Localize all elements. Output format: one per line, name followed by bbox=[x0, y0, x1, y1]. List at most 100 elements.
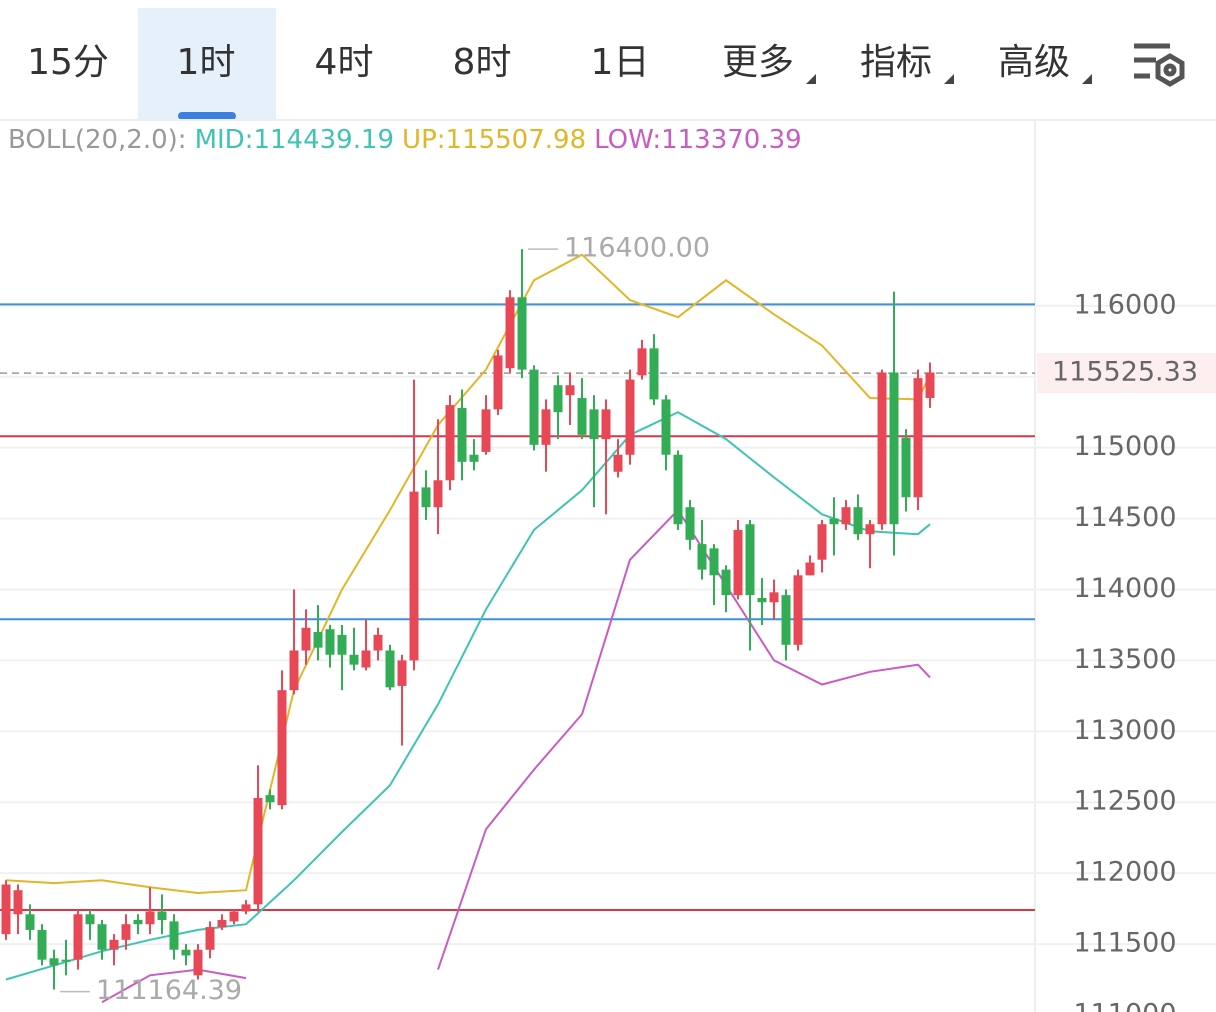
y-tick-label: 111500 bbox=[1073, 928, 1176, 959]
candle-body bbox=[577, 398, 587, 435]
candle-body bbox=[781, 595, 791, 645]
candle-body bbox=[1, 884, 11, 935]
dropdown-arrow bbox=[806, 74, 816, 84]
candle-body bbox=[505, 297, 515, 369]
y-tick-label: 113500 bbox=[1073, 644, 1176, 675]
candle-body bbox=[301, 627, 311, 651]
candle-body bbox=[889, 372, 899, 525]
current-price-box bbox=[1037, 353, 1216, 394]
candle-body bbox=[673, 454, 683, 525]
y-tick-label: 113000 bbox=[1073, 715, 1176, 746]
candle-body bbox=[133, 919, 143, 925]
candle-body bbox=[481, 409, 491, 452]
candle-body bbox=[829, 518, 839, 525]
indicator-legend: BOLL(20,2.0): MID:114439.19 UP:115507.98 LO… bbox=[8, 125, 802, 155]
candle-body bbox=[769, 592, 779, 603]
candle-body bbox=[877, 372, 887, 525]
candle-body bbox=[313, 632, 323, 648]
tab[interactable]: 8时 bbox=[453, 42, 512, 83]
candle-body bbox=[721, 569, 731, 596]
candle-body bbox=[901, 437, 911, 498]
candle-body bbox=[217, 919, 227, 928]
y-tick-label: 114000 bbox=[1073, 573, 1176, 604]
candle-body bbox=[421, 487, 431, 508]
candle-body bbox=[61, 959, 71, 962]
tab[interactable]: 高级 bbox=[998, 42, 1070, 83]
candle-body bbox=[817, 524, 827, 560]
y-tick-label: 111000 bbox=[1073, 999, 1176, 1012]
candle-body bbox=[265, 795, 275, 803]
plot-area bbox=[0, 249, 1035, 1004]
candle-body bbox=[241, 904, 251, 912]
annotation-label: 116400.00 bbox=[564, 233, 710, 264]
candle-body bbox=[613, 454, 623, 472]
candle-body bbox=[601, 409, 611, 440]
candle-body bbox=[181, 949, 191, 956]
candle-body bbox=[493, 355, 503, 410]
candle-body bbox=[637, 348, 647, 376]
indicator-name: BOLL(20,2.0): bbox=[8, 125, 187, 155]
tab-underline bbox=[178, 112, 236, 120]
candle-body bbox=[757, 597, 767, 603]
y-tick-label: 116000 bbox=[1073, 289, 1176, 320]
tab[interactable]: 1时 bbox=[177, 42, 236, 83]
candle-body bbox=[517, 297, 527, 370]
candle-body bbox=[685, 507, 695, 540]
candle-body bbox=[373, 634, 383, 651]
candle-body bbox=[397, 660, 407, 686]
candle-body bbox=[745, 524, 755, 596]
candle-body bbox=[565, 385, 575, 396]
dropdown-arrow bbox=[944, 74, 954, 84]
y-tick-label: 115000 bbox=[1073, 431, 1176, 462]
band-line bbox=[101, 968, 247, 1004]
candle-body bbox=[349, 654, 359, 665]
tab[interactable]: 4时 bbox=[315, 42, 374, 83]
candle-body bbox=[385, 650, 395, 688]
tab[interactable]: 更多 bbox=[722, 42, 794, 83]
candle-body bbox=[169, 921, 179, 950]
candle-body bbox=[73, 914, 83, 960]
tab[interactable]: 指标 bbox=[860, 42, 932, 83]
candle-body bbox=[793, 575, 803, 645]
tab[interactable]: 1日 bbox=[591, 42, 650, 83]
candle-body bbox=[289, 650, 299, 691]
candle-body bbox=[157, 911, 167, 920]
legend-entry: MID:114439.19 bbox=[195, 125, 394, 155]
legend-entry: LOW:113370.39 bbox=[594, 125, 802, 155]
candle-body bbox=[361, 650, 371, 668]
candle-body bbox=[121, 924, 131, 940]
candle-body bbox=[205, 927, 215, 950]
candle-body bbox=[589, 409, 599, 440]
candle-body bbox=[229, 911, 239, 922]
candle-body bbox=[697, 544, 707, 570]
candle-body bbox=[661, 399, 671, 455]
candle-body bbox=[325, 629, 335, 655]
candle-body bbox=[625, 379, 635, 455]
candle-body bbox=[913, 378, 923, 498]
candle-body bbox=[469, 454, 479, 462]
y-tick-label: 112500 bbox=[1073, 786, 1176, 817]
candle-body bbox=[445, 405, 455, 481]
candle-body bbox=[457, 407, 467, 462]
candle-body bbox=[253, 797, 263, 905]
candle-body bbox=[409, 491, 419, 661]
candle-body bbox=[13, 890, 23, 915]
candle-body bbox=[865, 524, 875, 535]
tab[interactable]: 15分 bbox=[27, 42, 109, 83]
candle-body bbox=[649, 348, 659, 400]
annotation-label: 111164.39 bbox=[96, 975, 242, 1006]
candle-body bbox=[529, 369, 539, 445]
candle-body bbox=[841, 507, 851, 525]
legend-entry: UP:115507.98 bbox=[402, 125, 586, 155]
candle-body bbox=[709, 548, 719, 576]
candle-body bbox=[541, 409, 551, 445]
candle-body bbox=[553, 385, 563, 413]
candle-body bbox=[277, 690, 287, 806]
candle-body bbox=[109, 939, 119, 950]
candle-body bbox=[85, 914, 95, 925]
band-line bbox=[5, 253, 931, 895]
settings-icon[interactable] bbox=[1134, 43, 1185, 87]
candle-body bbox=[193, 949, 203, 976]
